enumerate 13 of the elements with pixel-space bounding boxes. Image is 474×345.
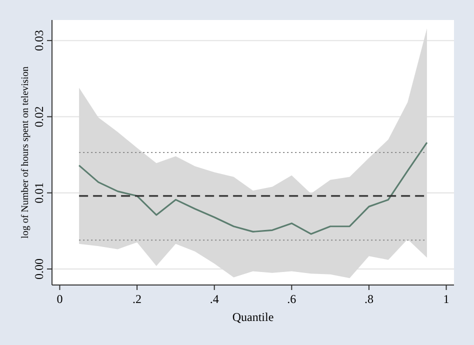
y-tick-label: 0.03 <box>32 30 46 52</box>
x-tick-label: .2 <box>132 292 142 306</box>
x-tick-label: 1 <box>443 292 450 306</box>
y-axis-title: log of Number of hours spent on television <box>20 66 31 238</box>
x-tick-label: .8 <box>364 292 374 306</box>
line-series <box>78 142 428 235</box>
y-tick-label: 0.02 <box>32 106 46 128</box>
x-tick-label: .4 <box>210 292 219 306</box>
y-tick-label: 0.01 <box>32 182 46 204</box>
x-tick-label: 0 <box>56 292 63 306</box>
x-tick-label: .6 <box>287 292 296 306</box>
y-tick-label: 0.00 <box>32 258 46 280</box>
x-axis-title: Quantile <box>232 310 274 324</box>
